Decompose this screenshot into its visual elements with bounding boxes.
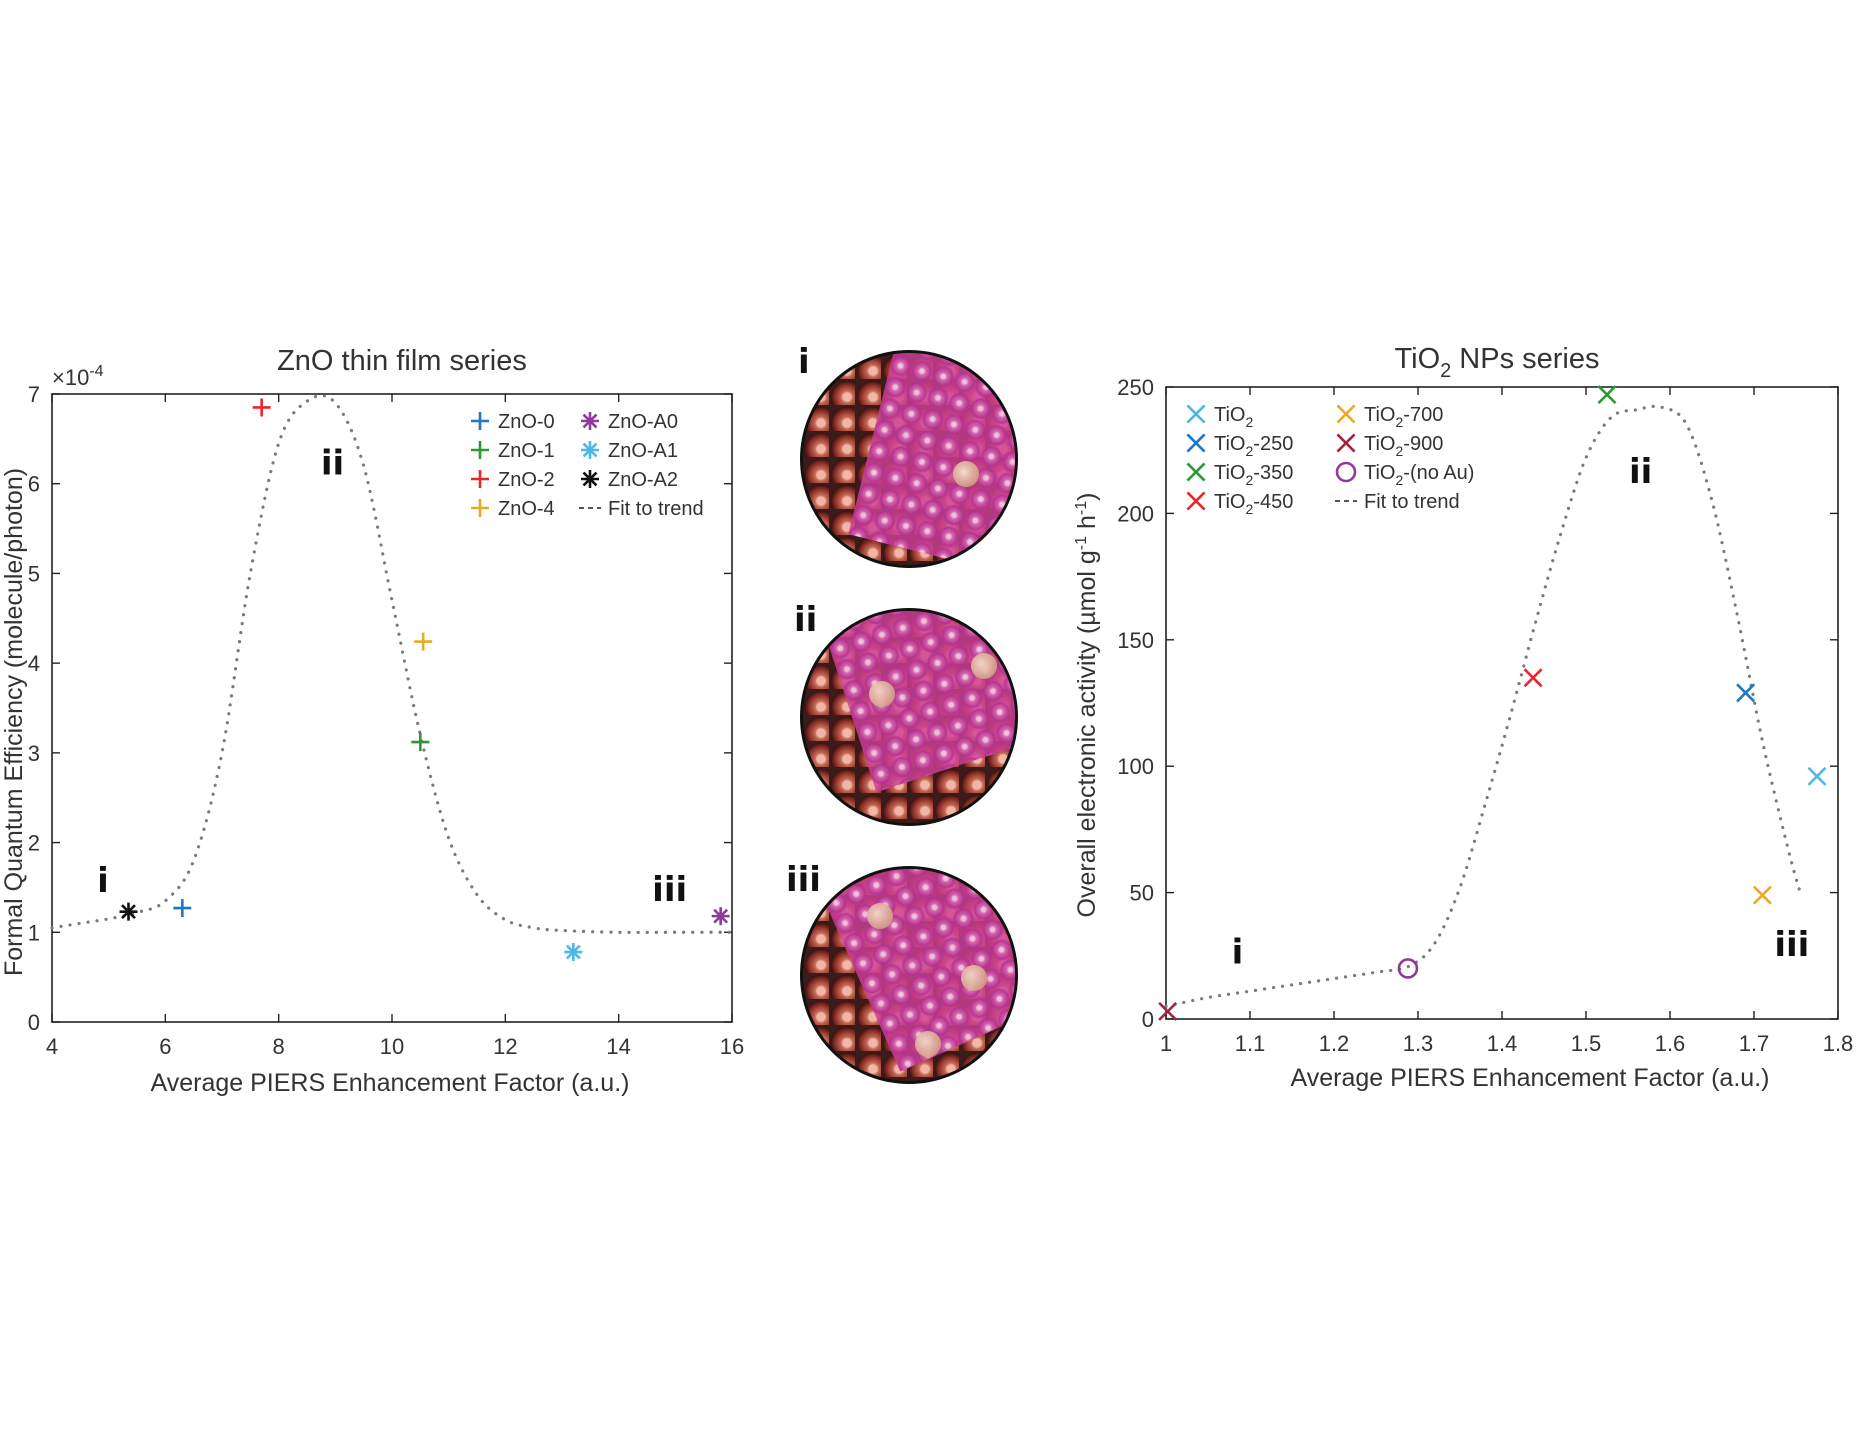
zno-legend-label: ZnO-4 [498,498,555,520]
tio2-legend-marker-5 [1336,433,1356,453]
tio2-x-tick-label: 1.5 [1571,1031,1602,1056]
zno-annotation-i: i [97,861,109,901]
tio2-chart-title: TiO2 NPs series [1394,343,1599,382]
tio2-y-tick-label: 150 [1117,628,1154,653]
tio2-y-tick-label: 50 [1130,881,1154,906]
zno-y-multiplier: ×10-4 [52,363,104,390]
zno-legend-label: ZnO-A2 [608,469,678,491]
tio2-legend-label: TiO2-250 [1214,433,1293,459]
zno-x-tick-label: 12 [493,1034,517,1059]
inset-ii-label: ii [794,600,818,640]
zno-x-tick-label: 14 [606,1034,630,1059]
tio2-x-tick-label: 1.4 [1487,1031,1518,1056]
zno-point-2 [252,398,271,417]
tio2-point-3 [1523,668,1543,688]
tio2-point-1 [1736,683,1756,703]
svg-text:×10-4: ×10-4 [52,363,104,390]
tio2-annotation-iii: iii [1774,925,1809,965]
tio2-annotation-ii: ii [1629,452,1652,492]
zno-x-tick-label: 16 [720,1034,744,1059]
zno-legend-label: ZnO-1 [498,440,555,462]
inset-i-label: i [798,342,810,382]
tio2-plot-frame [1165,386,1839,1020]
zno-legend-marker-6 [581,470,599,488]
tio2-legend-marker-4 [1336,404,1356,424]
inset-ii-image [800,608,1018,826]
tio2-point-2 [1597,385,1617,405]
tio2-x-tick-label: 1.6 [1655,1031,1686,1056]
inset-iii-image [800,866,1018,1084]
tio2-y-tick-label: 250 [1117,375,1154,400]
zno-legend-label: ZnO-2 [498,469,555,491]
zno-point-3 [414,632,433,651]
zno-legend-marker-2 [471,470,489,488]
zno-legend-label: ZnO-0 [498,411,555,433]
tio2-legend-label: TiO2-450 [1214,491,1293,517]
zno-point-4 [711,907,730,926]
tio2-annotation-i: i [1232,932,1244,972]
zno-legend-marker-1 [471,441,489,459]
tio2-legend-label: TiO2-350 [1214,462,1293,488]
zno-x-tick-label: 4 [46,1034,58,1059]
tio2-y-tick-label: 200 [1117,501,1154,526]
zno-point-6 [119,902,138,921]
tio2-point-0 [1807,766,1827,786]
zno-y-tick-label: 2 [28,831,40,856]
zno-x-tick-label: 10 [380,1034,404,1059]
zno-y-axis-label: Formal Quantum Efficiency (molecule/phot… [0,468,28,976]
zno-y-tick-label: 4 [28,651,40,676]
zno-legend-marker-5 [581,441,599,459]
tio2-y-tick-label: 100 [1117,754,1154,779]
zno-legend-marker-4 [581,412,599,430]
zno-legend-label: ZnO-A1 [608,440,678,462]
zno-legend-fit-label: Fit to trend [608,498,704,520]
tio2-legend-label: TiO2-700 [1364,404,1443,430]
tio2-legend-label: TiO2 [1214,404,1253,430]
tio2-x-tick-label: 1 [1160,1031,1172,1056]
tio2-point-6 [1397,958,1419,979]
zno-y-tick-label: 6 [28,472,40,497]
zno-x-tick-label: 8 [273,1034,285,1059]
zno-legend-marker-3 [471,499,489,517]
tio2-legend-marker-0 [1186,404,1206,424]
tio2-legend-marker-6 [1335,461,1357,483]
zno-y-tick-label: 3 [28,741,40,766]
tio2-legend-marker-1 [1186,433,1206,453]
tio2-legend-label: TiO2-(no Au) [1364,462,1474,488]
zno-point-0 [173,899,192,918]
zno-y-tick-label: 1 [28,920,40,945]
tio2-x-tick-label: 1.8 [1823,1031,1854,1056]
zno-annotation-iii: iii [652,870,687,910]
tio2-point-5 [1158,1001,1178,1021]
tio2-y-axis-label: Overall electronic activity (µmol g-1 h-… [1073,493,1101,918]
tio2-point-4 [1752,885,1772,905]
zno-y-tick-label: 5 [28,561,40,586]
tio2-x-tick-label: 1.7 [1739,1031,1770,1056]
zno-y-tick-label: 0 [28,1010,40,1035]
tio2-x-axis-label: Average PIERS Enhancement Factor (a.u.) [1291,1064,1770,1092]
tio2-legend-marker-2 [1186,462,1206,482]
tio2-fit-curve [1164,404,1802,1008]
zno-chart-title: ZnO thin film series [277,345,527,377]
tio2-x-tick-label: 1.3 [1403,1031,1434,1056]
zno-fit-curve [50,393,734,935]
zno-legend-label: ZnO-A0 [608,411,678,433]
zno-x-tick-label: 6 [159,1034,171,1059]
tio2-x-tick-label: 1.2 [1319,1031,1350,1056]
zno-point-5 [564,943,583,962]
zno-plot-frame [51,393,733,1023]
zno-x-axis-label: Average PIERS Enhancement Factor (a.u.) [151,1069,630,1097]
tio2-legend-marker-3 [1186,491,1206,511]
tio2-x-tick-label: 1.1 [1235,1031,1266,1056]
inset-i-image [800,350,1018,568]
zno-y-tick-label: 7 [28,382,40,407]
tio2-y-tick-label: 0 [1142,1007,1154,1032]
tio2-legend-fit-label: Fit to trend [1364,491,1460,513]
zno-legend-marker-0 [471,412,489,430]
zno-point-1 [411,733,430,752]
zno-annotation-ii: ii [321,444,344,484]
tio2-legend-label: TiO2-900 [1364,433,1443,459]
inset-iii-label: iii [786,860,821,900]
